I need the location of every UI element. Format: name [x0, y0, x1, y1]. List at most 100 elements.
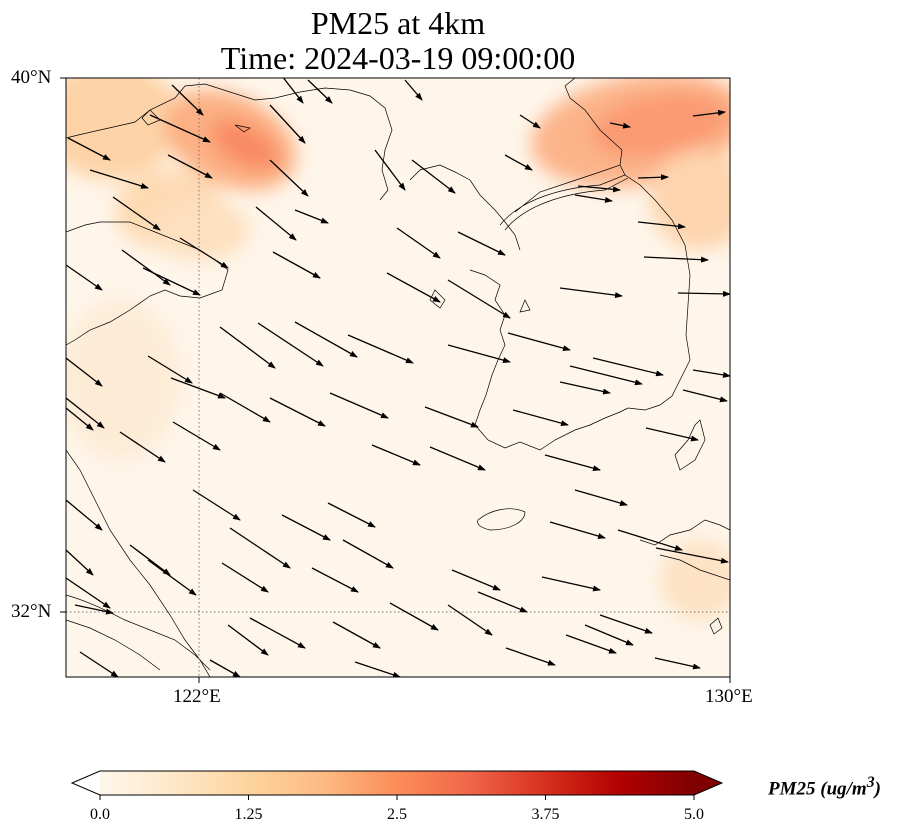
wind-vector-31	[447, 279, 511, 319]
wind-vector-18	[637, 174, 669, 181]
wind-vector-11	[411, 159, 456, 194]
wind-vector-62	[192, 489, 241, 521]
wind-vector-32	[559, 287, 623, 299]
wind-vector-53	[682, 389, 728, 403]
wind-vector-8	[89, 169, 149, 189]
lat-tick-label-32N: 32°N	[11, 601, 52, 622]
wind-vector-44	[66, 357, 103, 387]
wind-vector-57	[172, 421, 221, 451]
wind-vector-82	[227, 624, 269, 656]
wind-vector-30	[386, 272, 441, 303]
wind-vector-92	[354, 661, 401, 677]
wind-vector-93	[505, 647, 556, 666]
wind-vector-64	[327, 502, 376, 528]
axis-ticks	[60, 77, 731, 683]
wind-vector-6	[67, 137, 111, 161]
wind-vector-17	[574, 194, 613, 203]
colorbar-gradient	[100, 771, 694, 795]
wind-vector-2	[307, 79, 333, 104]
wind-vector-45	[147, 355, 193, 384]
wind-vector-37	[294, 321, 358, 358]
wind-vector-7	[167, 154, 213, 179]
colorbar-extend-min	[72, 771, 100, 795]
coastlines	[66, 78, 730, 677]
wind-vector-72	[129, 544, 171, 576]
wind-vector-26	[66, 264, 103, 291]
wind-vector-47	[219, 392, 271, 423]
wind-vector-60	[544, 454, 601, 472]
lon-tick-label-122E: 122°E	[173, 686, 221, 707]
wind-vector-36	[257, 322, 324, 367]
wind-vector-83	[249, 617, 306, 649]
lon-tick-label-130E: 130°E	[705, 686, 753, 707]
wind-vector-90	[79, 651, 119, 677]
lat-tick-label-40N: 40°N	[11, 67, 52, 88]
colorbar-label-text: PM25 (ug/m	[768, 778, 867, 800]
wind-vector-54	[66, 397, 105, 429]
colorbar-tick-0: 0.0	[90, 806, 110, 823]
wind-vector-89	[565, 634, 617, 654]
wind-vector-3	[404, 79, 423, 101]
wind-vector-43	[692, 369, 730, 378]
wind-vector-20	[255, 206, 297, 241]
wind-vector-9	[269, 159, 309, 197]
wind-vector-25	[179, 237, 229, 269]
wind-vector-78	[541, 576, 601, 592]
wind-vector-49	[329, 392, 389, 419]
wind-vector-80	[66, 577, 111, 609]
wind-vector-58	[371, 444, 421, 466]
wind-vector-22	[396, 227, 441, 259]
wind-vector-21	[294, 209, 329, 224]
gridlines	[66, 78, 730, 677]
wind-vector-88	[599, 614, 653, 634]
wind-vector-34	[677, 290, 730, 297]
wind-vector-48	[269, 397, 326, 427]
colorbar-label-close: )	[874, 778, 881, 800]
wind-vector-1	[282, 78, 304, 104]
colorbar-tick-4: 5.0	[684, 806, 704, 823]
wind-vector-0	[171, 84, 204, 116]
wind-vector-12	[519, 114, 541, 129]
map-title-line1: PM25 at 4km	[310, 5, 486, 41]
wind-vector-70	[617, 529, 683, 551]
wind-vector-91	[209, 659, 241, 677]
wind-vector-86	[447, 604, 493, 636]
wind-vector-24	[637, 221, 686, 230]
wind-vector-29	[142, 267, 201, 296]
colorbar	[70, 770, 724, 800]
wind-vector-50	[424, 406, 479, 428]
wind-vector-65	[574, 489, 628, 506]
wind-vector-38	[347, 334, 414, 364]
wind-vector-51	[512, 409, 569, 427]
wind-vector-74	[221, 562, 269, 593]
wind-vector-5	[149, 114, 211, 143]
wind-vector-75	[311, 567, 359, 593]
wind-vector-87	[584, 624, 634, 646]
map-area	[66, 78, 730, 677]
wind-vector-33	[643, 256, 709, 263]
wind-vector-15	[504, 154, 533, 171]
wind-vector-71	[66, 549, 94, 576]
map-frame	[65, 77, 731, 678]
wind-vector-55	[66, 407, 94, 431]
wind-vector-35	[219, 326, 276, 369]
colorbar-label-superscript: 3	[866, 774, 875, 791]
wind-vector-19	[112, 196, 161, 231]
wind-vector-69	[549, 521, 606, 539]
wind-vector-41	[592, 357, 664, 377]
wind-vector-28	[272, 251, 321, 279]
wind-vector-56	[119, 431, 166, 463]
wind-vector-79	[655, 547, 729, 564]
wind-vector-10	[374, 149, 406, 191]
wind-vector-27	[121, 249, 171, 286]
wind-vector-42	[569, 365, 643, 386]
wind-vector-94	[654, 657, 701, 670]
colorbar-extend-max	[694, 771, 722, 795]
wind-vector-77	[477, 591, 528, 613]
wind-vector-59	[429, 446, 486, 471]
wind-vector-40	[507, 332, 571, 352]
wind-vector-66	[66, 499, 103, 531]
wind-vector-84	[332, 621, 381, 649]
wind-vector-81	[74, 604, 114, 615]
